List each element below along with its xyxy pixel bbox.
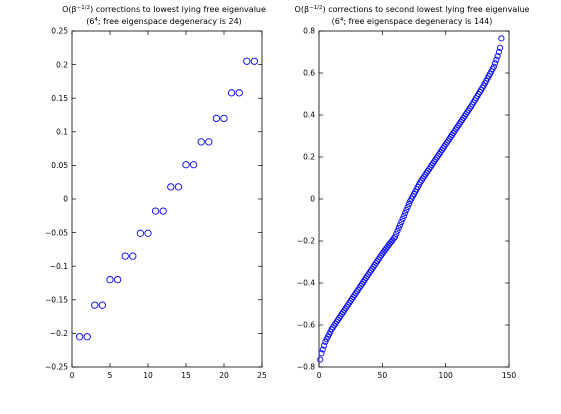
right-xtick-label: 50	[378, 371, 388, 380]
left-ytick-label: 0.15	[51, 94, 68, 103]
right-data-point	[404, 203, 411, 211]
right-ticks: 0 50 100 150 −0.8 −0.6 −0.4 −0.2 0 0.2 0.4 0.6 0.8	[297, 27, 517, 380]
left-data-point	[159, 207, 167, 215]
right-data-points	[317, 35, 505, 363]
left-ytick-label: 0.2	[56, 60, 68, 69]
left-data-point	[129, 252, 137, 260]
left-data-point	[212, 114, 221, 123]
left-data-point	[235, 89, 243, 97]
left-xtick-label: 10	[143, 371, 153, 380]
left-ytick-label: 0.05	[51, 161, 68, 170]
right-ytick-label: 0.4	[303, 111, 315, 120]
left-data-point	[220, 114, 228, 123]
right-data-point	[395, 224, 402, 231]
left-data-point	[227, 89, 236, 97]
right-xtick-label: 0	[317, 371, 322, 380]
right-xtick-label: 100	[439, 371, 454, 380]
right-ytick-label: −0.4	[297, 279, 315, 288]
left-ytick-label: −0.05	[45, 228, 68, 237]
left-data-point	[174, 183, 183, 191]
left-title-line1: O(β−1/2) corrections to lowest lying fre…	[62, 5, 266, 14]
left-data-point	[189, 161, 198, 169]
left-data-point	[91, 301, 99, 309]
right-ytick-label: 0	[310, 195, 315, 204]
left-data-point	[83, 333, 91, 341]
right-data-point	[405, 201, 412, 208]
left-data-point	[121, 252, 129, 260]
left-xtick-label: 25	[257, 371, 267, 380]
right-title-line2: (64; free eigenspace degeneracy is 144)	[332, 17, 493, 26]
left-data-point	[243, 57, 251, 65]
right-data-point	[317, 356, 324, 363]
left-data-point	[106, 275, 114, 284]
left-ytick-label: −0.15	[45, 296, 68, 305]
left-data-point	[144, 229, 152, 237]
right-data-point	[498, 35, 505, 42]
right-data-point	[398, 218, 405, 225]
left-axes-box	[71, 30, 263, 368]
right-data-point	[494, 53, 501, 60]
right-data-point	[400, 212, 407, 220]
right-data-point	[319, 346, 326, 353]
right-data-point	[492, 60, 499, 67]
left-data-point	[167, 183, 175, 191]
right-xtick-label: 150	[502, 371, 517, 380]
right-ytick-label: 0.8	[303, 27, 315, 36]
right-data-point	[402, 209, 409, 217]
left-data-point	[151, 207, 160, 215]
left-ytick-label: −0.1	[50, 262, 68, 271]
right-panel: O(β−1/2) corrections to second lowest ly…	[295, 5, 530, 380]
right-ytick-label: −0.2	[297, 237, 315, 246]
left-data-point	[197, 138, 205, 146]
right-ytick-label: 0.6	[303, 69, 315, 78]
left-xtick-label: 20	[219, 371, 229, 380]
left-ytick-label: 0.25	[51, 27, 68, 36]
left-ytick-label: 0	[63, 195, 68, 204]
right-data-point	[493, 56, 500, 63]
right-data-point	[399, 215, 406, 222]
left-data-point	[205, 138, 213, 146]
left-title-line2: (64; free eigenspace degeneracy is 24)	[86, 17, 242, 26]
right-data-point	[393, 230, 400, 237]
right-ytick-label: −0.8	[297, 363, 315, 372]
right-data-point	[497, 44, 504, 51]
left-data-point	[136, 229, 145, 237]
left-ytick-label: 0.1	[56, 128, 68, 137]
left-xtick-label: 0	[70, 371, 75, 380]
right-data-point	[394, 227, 401, 234]
left-data-point	[250, 57, 259, 65]
right-ytick-label: −0.6	[297, 321, 315, 330]
left-data-points	[75, 57, 259, 341]
right-data-point	[495, 48, 502, 56]
right-ytick-label: 0.2	[303, 153, 315, 162]
left-panel: O(β−1/2) corrections to lowest lying fre…	[45, 5, 267, 380]
left-data-point	[98, 301, 107, 309]
left-xtick-label: 5	[108, 371, 113, 380]
right-data-point	[397, 221, 404, 228]
left-data-point	[182, 161, 190, 169]
left-ticks: 0 5 10 15 20 25 −0.25 −0.2 −0.15 −0.1 −0.05 0 0.05 0.…	[45, 27, 267, 380]
right-data-point	[321, 342, 328, 349]
right-data-point	[391, 233, 399, 240]
right-data-point	[390, 235, 397, 242]
right-data-point	[490, 63, 497, 70]
left-ytick-label: −0.2	[50, 329, 68, 338]
right-title-line1: O(β−1/2) corrections to second lowest ly…	[295, 5, 530, 14]
left-data-point	[75, 333, 84, 341]
right-data-point	[318, 350, 325, 357]
right-data-point	[403, 206, 410, 214]
left-ytick-label: −0.25	[45, 363, 68, 372]
left-xtick-label: 15	[181, 371, 191, 380]
left-data-point	[113, 275, 122, 284]
